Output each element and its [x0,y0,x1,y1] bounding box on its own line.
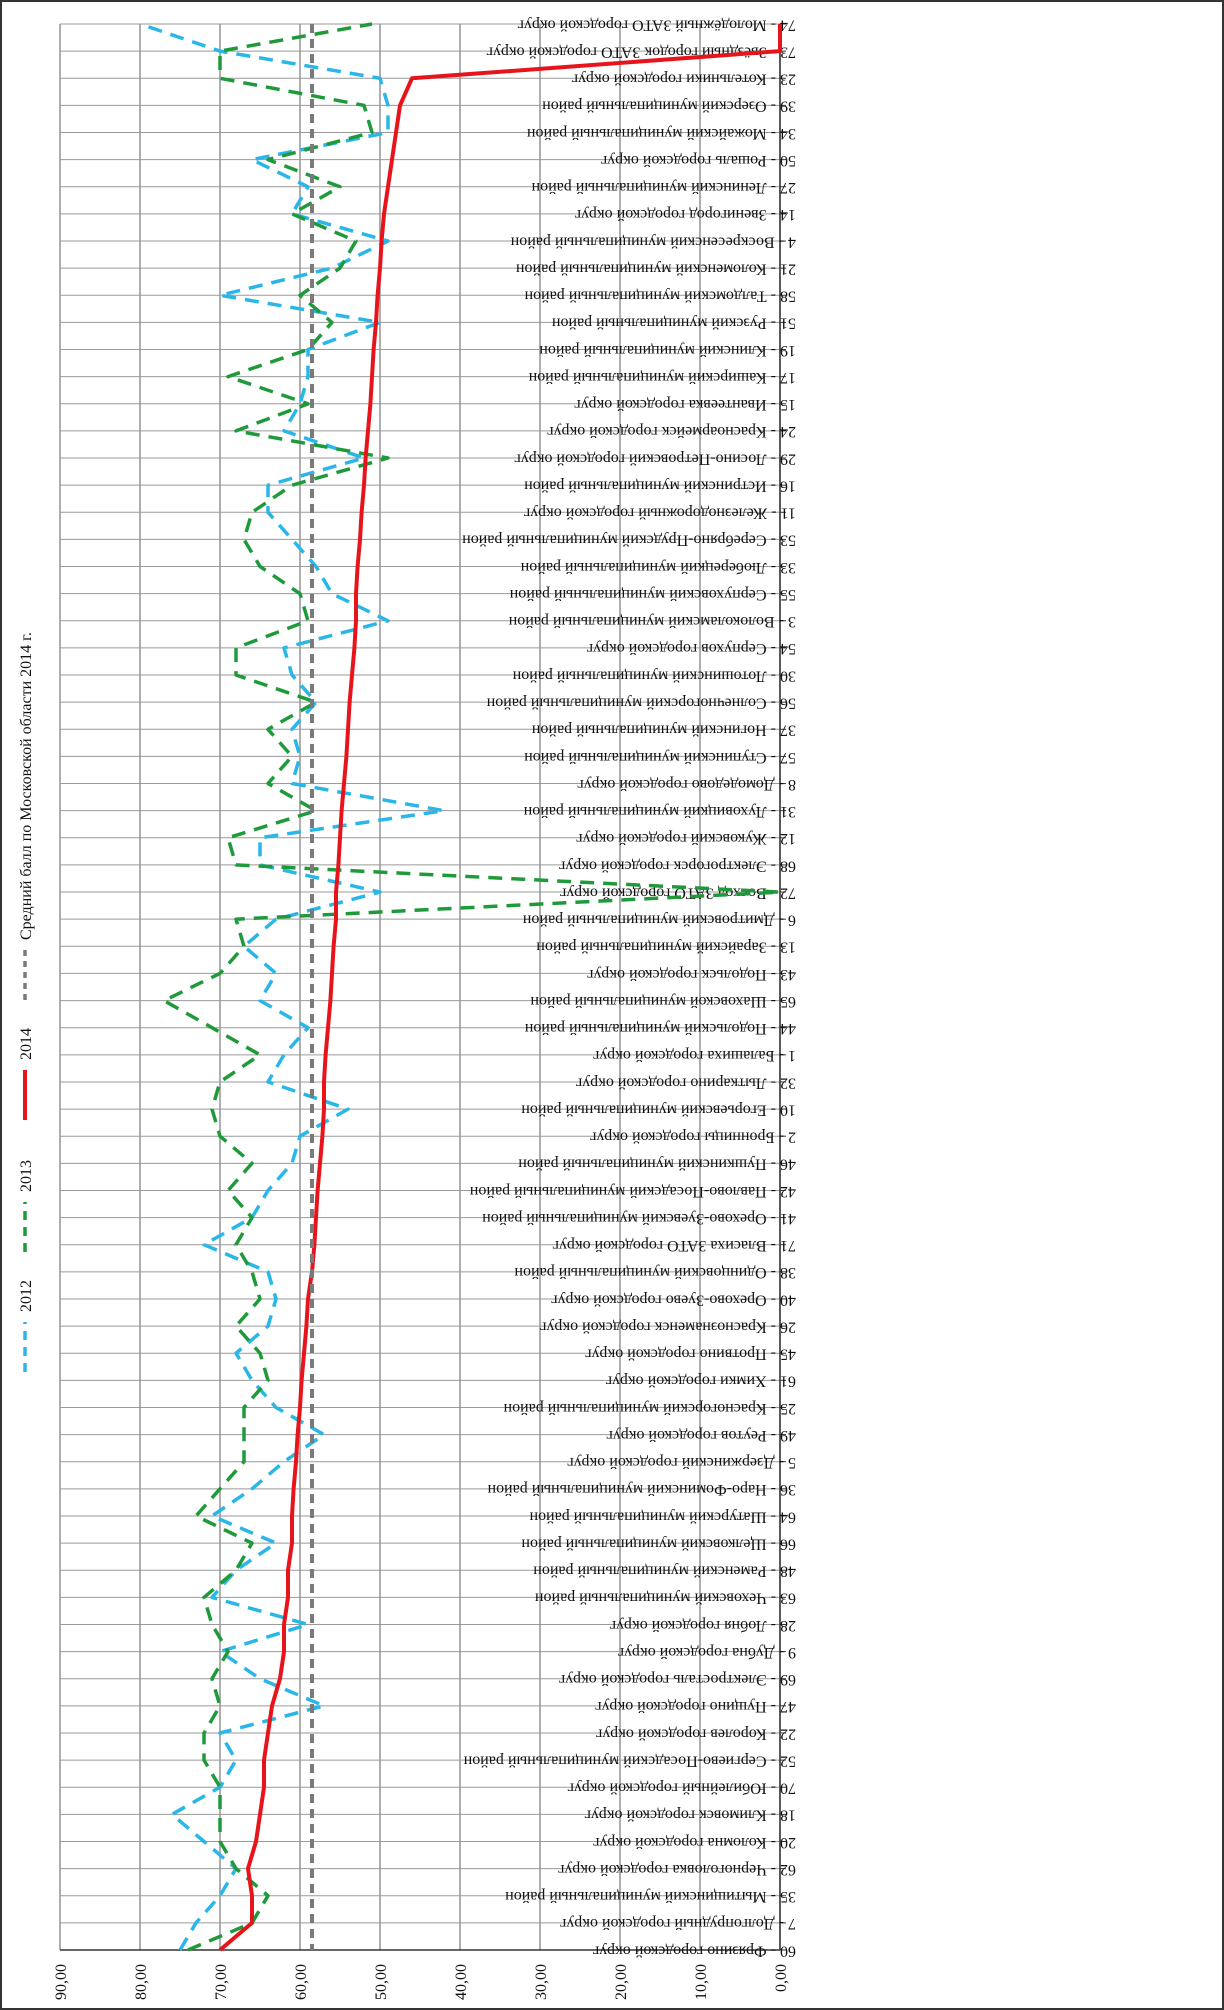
category-label: 62 - Черноголовка городской округ [557,1861,796,1878]
category-label: 54 - Серпухов городской округ [586,640,796,657]
tick-label: 70,00 [213,1964,230,2000]
category-label: 64 - Шатурский муниципальный район [529,1508,796,1525]
category-label: 36 - Наро-Фоминский муниципальный район [487,1481,796,1498]
category-label: 15 - Ивантеевка городской округ [574,396,796,413]
category-label: 17 - Каширский муниципальный район [528,369,796,386]
legend: 2012 2013 2014 Средний балл по Московской о… [18,632,35,1372]
category-label: 7 - Долгопрудный городской округ [559,1915,796,1932]
category-label: 66 - Щелковский муниципальный район [521,1535,796,1552]
axes [60,23,786,1951]
category-label: 68 - Электрогорск городской округ [558,857,796,874]
category-label: 9 - Дубна городской округ [617,1644,796,1661]
category-label: 34 - Можайский муниципальный район [527,125,796,142]
category-label: 53 - Серебряно-Прудский муниципальный ра… [462,532,796,549]
category-label: 45 - Протвино городской округ [585,1346,796,1363]
tick-label: 40,00 [453,1964,470,2000]
category-label: 1 - Балашиха городской округ [592,1047,796,1064]
category-label: 57 - Ступинский муниципальный район [524,749,796,766]
category-label: 4 - Воскресенский муниципальный район [510,233,796,250]
category-label: 19 - Клинский муниципальный район [539,342,796,359]
category-label: 26 - Краснознаменск городской округ [540,1318,796,1335]
category-label: 31 - Луховицкий муниципальный район [523,803,796,820]
tick-label: 60,00 [293,1964,310,2000]
category-label: 13 - Зарайский муниципальный район [536,939,796,956]
category-label: 38 - Одинцовский муниципальный район [514,1264,796,1281]
legend-label-1: 2013 [18,1160,35,1192]
category-label: 5 - Дзержинский городской округ [567,1454,796,1471]
category-label: 60 - Фрязино городской округ [592,1942,796,1959]
category-label: 37 - Ногинский муниципальный район [531,722,796,739]
tick-label: 80,00 [133,1964,150,2000]
tick-label: 50,00 [373,1964,390,2000]
category-label: 21 - Коломенский муниципальный район [516,260,796,277]
category-label: 8 - Домодедово городской округ [577,776,796,793]
category-label: 65 - Шаховской муниципальный район [530,993,796,1010]
tick-label: 20,00 [613,1964,630,2000]
legend-label-2: 2014 [18,1028,35,1060]
category-label: 58 - Талдомский муниципальный район [524,288,796,305]
category-label: 24 - Красноармейск городской округ [547,423,796,440]
category-label: 41 - Орехово-Зуевский муниципальный райо… [482,1210,796,1227]
category-label: 30 - Лотошинский муниципальный район [512,667,796,684]
category-label: 49 - Реутов городской округ [606,1427,796,1444]
category-label: 14 - Звенигород городской округ [574,206,796,223]
tick-label: 10,00 [693,1964,710,2000]
category-label: 10 - Егорьевский муниципальный район [521,1101,796,1118]
category-label: 28 - Лобня городской округ [609,1617,796,1634]
category-label: 40 - Орехово-Зуево городской округ [551,1291,796,1308]
category-label: 6 - Дмитровский муниципальный район [522,912,796,929]
tick-label: 0,00 [773,1964,790,1992]
category-label: 18 - Климовск городской округ [584,1807,796,1824]
category-label: 69 - Электросталь городской округ [558,1671,796,1688]
legend-label-0: 2012 [18,1280,35,1312]
category-label: 25 - Красногорский муниципальный район [503,1400,796,1417]
category-label: 3 - Волоколамский муниципальный район [508,613,796,630]
tick-label: 90,00 [53,1964,70,2000]
category-label: 20 - Коломна городской округ [593,1834,796,1851]
tick-labels: 90,00 80,00 70,00 60,00 50,00 40,00 30,00 20,00… [53,1964,790,2000]
category-label: 55 - Серпуховский муниципальный район [509,586,796,603]
series-2014 [218,24,782,1952]
category-label: 12 - Жуковский городской округ [576,830,796,847]
category-label: 29 - Лосино-Петровский городской округ [514,450,796,467]
category-label: 43 - Подольск городской округ [586,966,796,983]
category-label: 39 - Озерский муниципальный район [542,98,796,115]
category-label: 33 - Люберецкий муниципальный район [520,559,796,576]
category-label: 2 - Бронницы городской округ [589,1129,796,1146]
category-labels: 60 - Фрязино городской округ 7 - Долгопру… [462,16,796,1959]
category-label: 46 - Пушкинский муниципальный район [518,1156,796,1173]
category-label: 44 - Подольский муниципальный район [524,1020,796,1037]
series-2012 [139,22,446,1951]
category-label: 47 - Пущино городской округ [595,1698,796,1715]
category-label: 16 - Истринский муниципальный район [524,477,796,494]
tick-label: 30,00 [533,1964,550,2000]
category-label: 56 - Солнечногорский муниципальный район [486,694,796,711]
category-label: 63 - Чеховский муниципальный район [535,1590,796,1607]
category-label: 22 - Королев городской округ [595,1725,796,1742]
category-label: 51 - Рузский муниципальный район [551,315,796,332]
category-label: 11 - Железнодорожный городской округ [523,505,796,522]
category-label: 74 - Молодёжный ЗАТО городской округ [517,16,796,33]
category-label: 23 - Котельники городской округ [571,71,796,88]
category-label: 70 - Юбилейный городской округ [567,1780,796,1797]
category-label: 50 - Рошаль городской округ [600,152,796,169]
category-label: 35 - Мытищинский муниципальный район [505,1888,796,1905]
category-label: 27 - Ленинский муниципальный район [531,179,796,196]
category-label: 32 - Лыткарино городской округ [575,1074,796,1091]
legend-label-3: Средний балл по Московской области 2014 … [18,632,35,940]
category-label: 42 - Павлово-Посадский муниципальный рай… [469,1183,796,1200]
category-label: 61 - Химки городской округ [605,1373,796,1390]
category-label: 71 - Власиха ЗАТО городской округ [552,1237,796,1254]
category-label: 52 - Сергиево-Посадский муниципальный ра… [463,1752,796,1769]
series-2013 [162,22,782,1952]
category-label: 48 - Раменский муниципальный район [533,1563,796,1580]
series-lines [139,22,782,1952]
category-label: 72 - Восход ЗАТО городской округ [559,884,796,901]
